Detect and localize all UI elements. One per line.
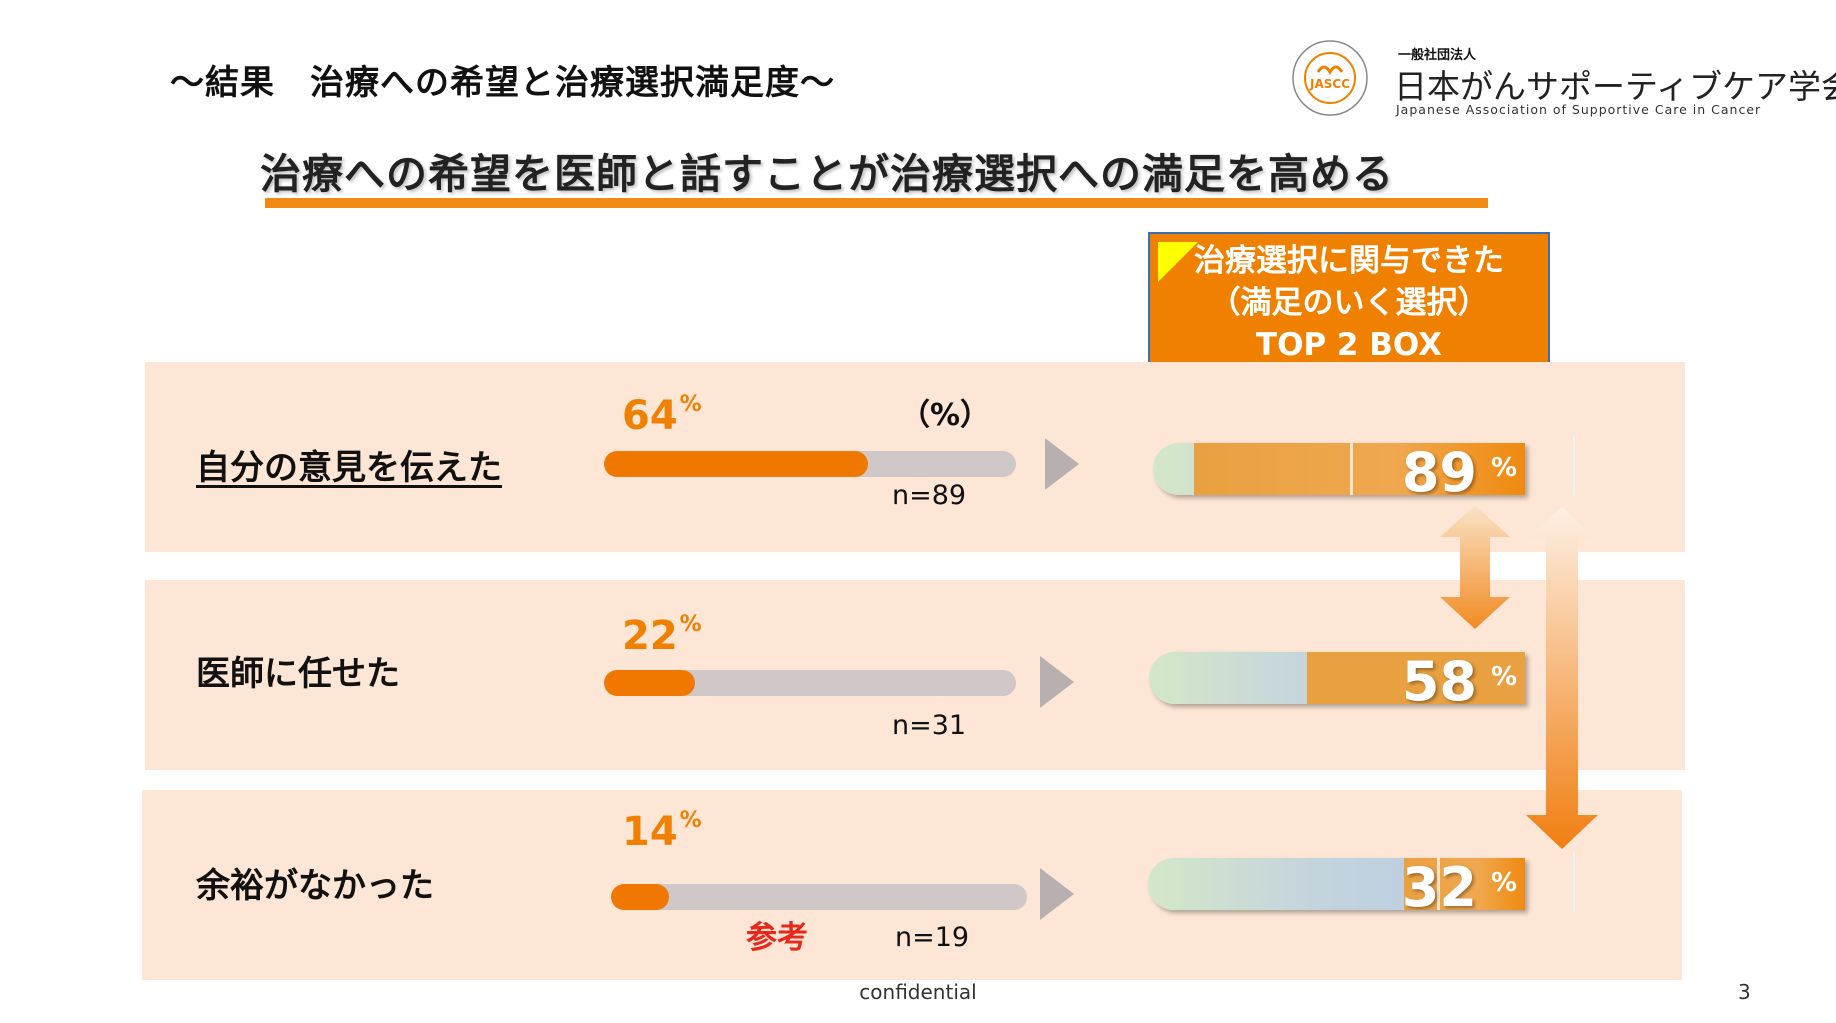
comparison-arrows xyxy=(1440,505,1598,849)
arrow-right-icon xyxy=(1045,438,1079,490)
pct-symbol: % xyxy=(679,612,702,637)
slide-title: 〜結果 治療への希望と治療選択満足度〜 xyxy=(170,63,835,103)
bar-track xyxy=(604,670,1016,696)
logo-name: 日本がんサポーティブケア学会 xyxy=(1394,67,1836,106)
seal-text: JASCC xyxy=(1309,77,1350,91)
pct-value: 14 xyxy=(622,809,678,855)
arrow-right-icon xyxy=(1040,868,1074,920)
result-pct-symbol: % xyxy=(1490,453,1517,483)
end-line xyxy=(1573,852,1575,912)
n-label: n=19 xyxy=(895,922,970,953)
result-value: 89 xyxy=(1401,443,1477,495)
bar xyxy=(604,451,868,477)
result-bar: 32 % xyxy=(1148,858,1525,910)
jascc-logo: JASCC 一般社団法人 日本がんサポーティブケア学会 Japanese Ass… xyxy=(1290,38,1836,118)
result-pct-symbol: % xyxy=(1490,662,1517,692)
pct-label: 22% xyxy=(622,612,702,659)
top2-box-legend: 治療選択に関与できた （満足のいく選択） TOP 2 BOX xyxy=(1148,232,1550,372)
jascc-seal-icon: JASCC xyxy=(1292,40,1368,116)
result-bar: 58 % xyxy=(1149,652,1525,704)
top2-line2: （満足のいく選択） xyxy=(1209,285,1489,321)
result-top-segment xyxy=(1306,652,1525,704)
percent-unit-label: （%） xyxy=(900,398,991,433)
result-top-segment xyxy=(1404,858,1525,910)
top2-line3: TOP 2 BOX xyxy=(1255,327,1443,363)
bar xyxy=(604,670,695,696)
corner-triangle-icon xyxy=(1158,242,1198,282)
pct-label: 64% xyxy=(622,392,702,439)
pct-value: 64 xyxy=(622,393,678,439)
pct-symbol: % xyxy=(679,392,702,417)
result-pct-symbol: % xyxy=(1490,868,1517,898)
top2-line1: 治療選択に関与できた xyxy=(1194,243,1504,279)
bar-tick xyxy=(1350,443,1353,495)
headline: 治療への希望を医師と話すことが治療選択への満足を高める xyxy=(260,150,1394,198)
reference-label: 参考 xyxy=(746,920,808,956)
headline-underline xyxy=(265,198,1488,208)
category-label: 余裕がなかった xyxy=(196,866,434,906)
logo-small-text: 一般社団法人 xyxy=(1398,48,1477,63)
category-label: 医師に任せた xyxy=(196,654,400,694)
long-down-arrow-icon xyxy=(1526,507,1598,849)
page-number: 3 xyxy=(1738,980,1751,1004)
bar xyxy=(611,884,670,910)
category-label: 自分の意見を伝えた xyxy=(196,448,502,488)
end-line xyxy=(1573,435,1575,495)
n-label: n=31 xyxy=(892,710,967,741)
logo-english: Japanese Association of Supportive Care … xyxy=(1396,102,1762,117)
footer-confidential: confidential xyxy=(859,980,977,1004)
result-bar: 89 % xyxy=(1153,443,1525,495)
pct-symbol: % xyxy=(679,808,702,833)
double-arrow-icon xyxy=(1440,505,1510,629)
n-label: n=89 xyxy=(892,480,967,511)
result-value: 58 xyxy=(1401,652,1477,704)
arrow-right-icon xyxy=(1040,656,1074,708)
result-top-segment xyxy=(1193,443,1525,495)
result-value: 32 xyxy=(1401,858,1477,910)
bar-track xyxy=(611,884,1027,910)
bar-track xyxy=(604,451,1016,477)
bar-tick xyxy=(1437,858,1440,910)
pct-label: 14% xyxy=(622,808,702,855)
pct-value: 22 xyxy=(622,613,678,659)
